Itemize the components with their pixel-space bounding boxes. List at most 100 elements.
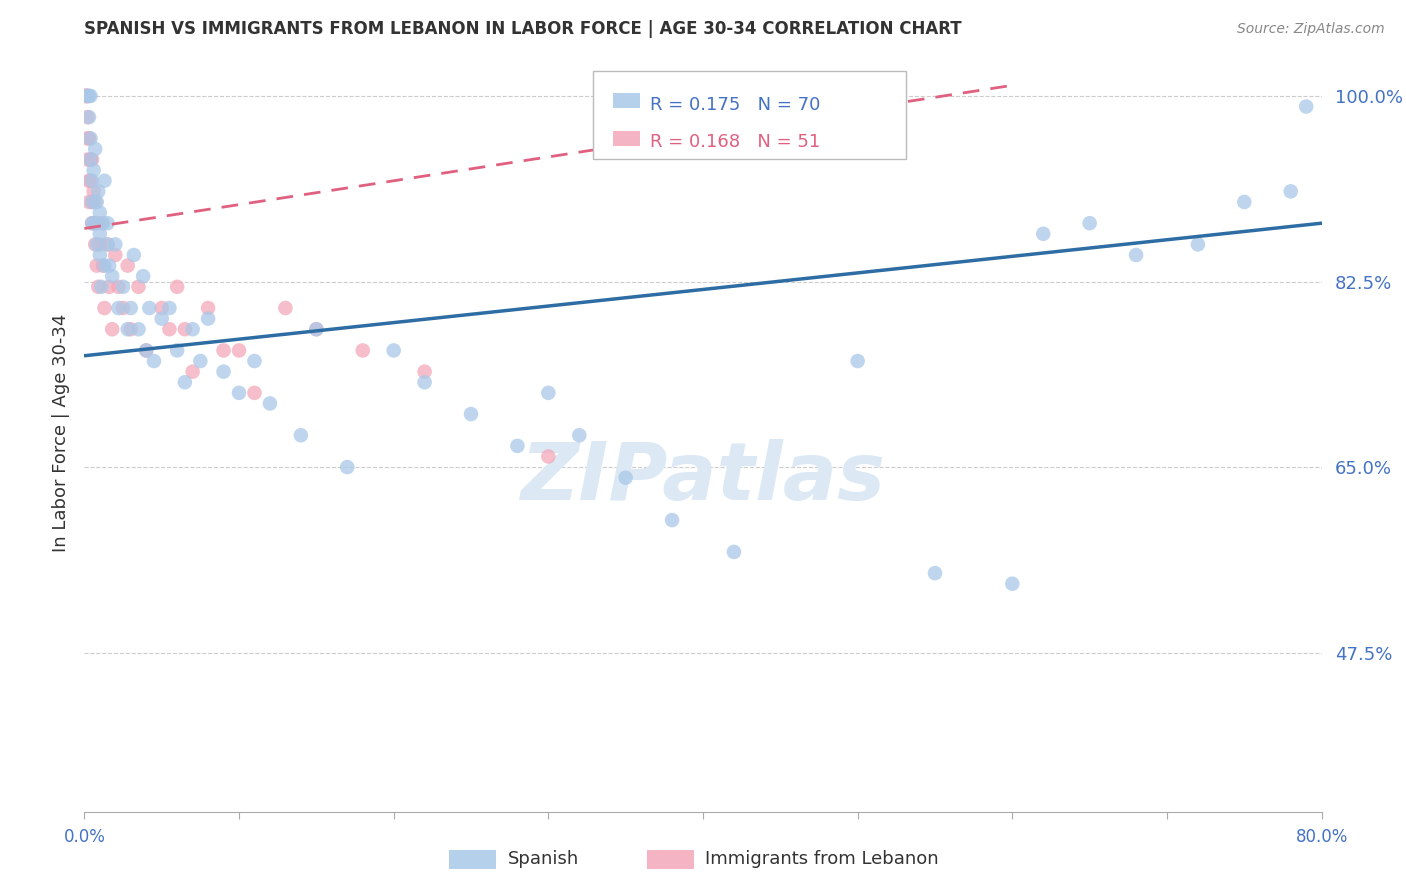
Point [197,301,219,315]
Point [86,237,108,252]
Point [89,227,111,241]
Text: Spanish: Spanish [508,850,579,869]
Point [305,322,328,336]
Point [568,428,591,442]
Point [174,376,197,390]
Point [76,89,98,103]
Point [104,248,127,262]
Bar [613,94,640,109]
Point [127,322,149,336]
Point [352,343,374,358]
Text: ZIPatlas: ZIPatlas [520,439,886,517]
Point [1001,576,1024,591]
Point [1078,216,1101,230]
Point [1233,194,1256,209]
Point [1125,248,1147,262]
Point [101,322,124,336]
Point [506,439,529,453]
Point [413,365,436,379]
Point [143,354,166,368]
Bar [613,131,640,146]
Point [84,194,107,209]
Point [174,322,197,336]
Point [93,174,115,188]
FancyBboxPatch shape [593,71,905,159]
Point [846,354,869,368]
Point [101,269,124,284]
Point [336,460,359,475]
Point [228,385,250,400]
Point [76,89,98,103]
Point [382,343,405,358]
Point [150,311,173,326]
Point [75,89,97,103]
Point [181,322,204,336]
Point [79,131,101,145]
Text: R = 0.168   N = 51: R = 0.168 N = 51 [650,133,820,152]
Point [86,259,108,273]
Point [107,301,129,315]
Point [89,237,111,252]
Point [89,205,111,219]
Text: 0.0%: 0.0% [63,829,105,847]
Point [924,566,946,581]
Point [77,89,100,103]
Point [1279,185,1302,199]
Point [83,185,105,199]
Point [87,185,110,199]
Point [98,259,121,273]
Point [117,259,139,273]
Point [661,513,683,527]
Point [79,89,101,103]
Bar [647,850,695,870]
Point [723,545,745,559]
Point [89,248,111,262]
Point [166,280,188,294]
Point [75,89,97,103]
Point [1187,237,1209,252]
Point [93,259,115,273]
Point [107,280,129,294]
Point [83,216,105,230]
Point [120,301,142,315]
Text: R = 0.175   N = 70: R = 0.175 N = 70 [650,95,820,113]
Point [413,376,436,390]
Point [122,248,145,262]
Point [98,280,121,294]
Point [96,237,118,252]
Point [1295,99,1317,113]
Point [460,407,482,421]
Point [77,174,100,188]
Text: Immigrants from Lebanon: Immigrants from Lebanon [706,850,939,869]
Point [96,237,118,252]
Point [228,343,250,358]
Point [104,237,127,252]
Point [135,343,157,358]
Point [79,174,101,188]
Point [112,280,135,294]
Point [82,153,104,167]
Point [87,280,110,294]
Point [82,194,104,209]
Point [76,131,98,145]
Point [86,194,108,209]
Point [91,259,114,273]
Point [212,365,235,379]
Point [83,163,105,178]
Point [132,269,155,284]
Point [138,301,160,315]
Point [90,216,112,230]
Point [77,194,100,209]
Point [150,301,173,315]
Point [91,216,114,230]
Point [86,216,108,230]
Point [188,354,211,368]
Point [166,343,188,358]
Point [77,131,100,145]
Point [243,385,266,400]
Point [93,301,115,315]
Point [127,280,149,294]
Point [243,354,266,368]
Point [82,194,104,209]
Point [76,110,98,124]
